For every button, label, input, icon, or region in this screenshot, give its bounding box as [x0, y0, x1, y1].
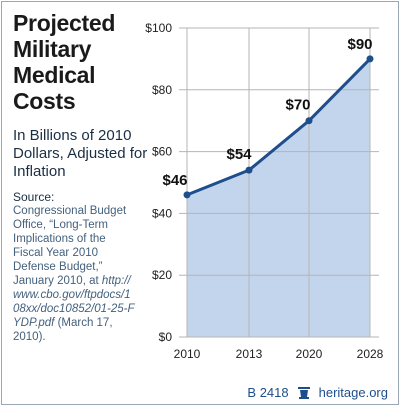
title-line: Military [13, 36, 92, 62]
bell-icon [297, 386, 310, 399]
y-tick-label: $40 [152, 206, 172, 220]
source-note: Source: Congressional Budget Office, “Lo… [13, 190, 135, 344]
data-point [183, 191, 191, 199]
source-date: (March 17, 2010). [13, 317, 113, 343]
area-fill [187, 58, 370, 338]
title-line: Projected [13, 10, 116, 36]
y-tick-label: $100 [145, 21, 172, 35]
series-line [186, 57, 372, 197]
y-tick-label: $60 [152, 145, 172, 159]
x-tick-label: 2020 [296, 347, 323, 361]
title-line: Medical [13, 62, 96, 88]
data-point [305, 117, 313, 125]
data-point [245, 166, 253, 174]
source-link[interactable]: http://www.cbo.gov/ftpdocs/108xx/doc1085… [13, 275, 135, 329]
data-point [366, 55, 374, 63]
y-tick-label: $80 [152, 83, 172, 97]
data-label: $90 [347, 36, 372, 53]
label-layer: $46 $54 $70 $90 [162, 36, 372, 189]
footer: B 2418 heritage.org [247, 385, 388, 400]
data-label: $54 [226, 146, 252, 163]
title-line: Costs [13, 88, 76, 114]
line-layer [183, 55, 374, 199]
x-tick-label: 2013 [236, 347, 263, 361]
chart-subtitle: In Billions of 2010 Dollars, Adjusted fo… [13, 127, 148, 180]
site-name[interactable]: heritage.org [318, 385, 388, 400]
axis-layer: $0 $20 $40 $60 $80 $100 2010 2013 2020 2028 [145, 21, 383, 361]
area-layer [187, 58, 370, 338]
data-label: $70 [285, 97, 310, 114]
grid-layer [179, 27, 379, 338]
report-code: B 2418 [247, 385, 289, 400]
chart-title: Projected Military Medical Costs [13, 10, 153, 114]
data-label: $46 [162, 172, 187, 189]
x-tick-label: 2028 [357, 347, 384, 361]
x-tick-label: 2010 [174, 347, 201, 361]
source-heading: Source: [13, 190, 55, 204]
y-tick-label: $20 [152, 268, 172, 282]
source-text: Congressional Budget Office, “Long-Term … [13, 205, 127, 287]
y-tick-label: $0 [159, 330, 173, 344]
